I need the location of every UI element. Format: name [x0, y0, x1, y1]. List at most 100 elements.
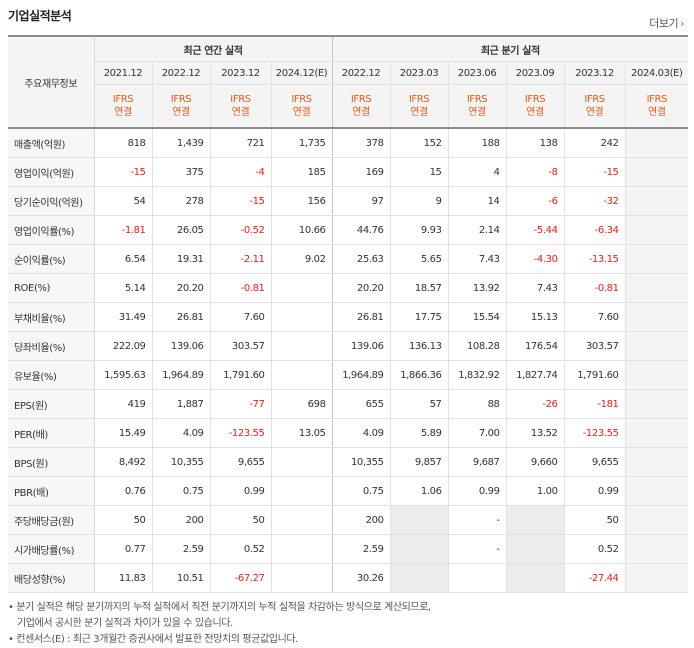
- table-cell: 44.76: [331, 215, 391, 245]
- table-cell: [624, 360, 689, 390]
- table-cell: 1,791.60: [209, 360, 271, 390]
- table-cell: 2.59: [151, 534, 210, 564]
- row-label: 영업이익(억원): [8, 157, 95, 187]
- table-cell: [624, 273, 689, 303]
- table-cell: [624, 563, 689, 593]
- table-cell: 222.09: [93, 331, 152, 361]
- table-row: 당좌비율(%) 222.09 139.06 303.57 139.06 136.13 108…: [8, 331, 689, 361]
- row-label: ROE(%): [8, 273, 95, 303]
- basis-ifrs: IFRS: [524, 94, 546, 105]
- footnote-1: • 분기 실적은 해당 분기까지의 누적 실적에서 직전 분기까지의 누적 실적…: [8, 602, 431, 613]
- basis-ifrs: IFRS: [291, 94, 312, 105]
- table-cell: 200: [331, 505, 391, 535]
- table-cell: 20.20: [151, 273, 210, 303]
- row-label: 부채비율(%): [8, 302, 95, 332]
- table-cell: 9,655: [209, 447, 271, 477]
- table-cell: 31.49: [93, 302, 152, 332]
- table-row: 배당성향(%) 11.83 10.51 -67.27 30.26 -27.44: [8, 563, 689, 593]
- table-cell: 10.66: [270, 215, 333, 245]
- table-cell: -13.15: [563, 244, 626, 274]
- table-cell: [270, 331, 333, 361]
- table-cell: 13.05: [270, 418, 333, 448]
- basis-ifrs: IFRS: [466, 94, 488, 105]
- table-cell: [624, 505, 689, 535]
- table-cell: 25.63: [331, 244, 391, 274]
- table-cell: 14: [447, 186, 507, 216]
- more-link[interactable]: 더보기 ›: [649, 15, 684, 31]
- table-cell: 8,492: [93, 447, 152, 477]
- table-cell: 200: [151, 505, 210, 535]
- row-label: PER(배): [8, 418, 95, 448]
- table-cell: 169: [331, 157, 391, 187]
- basis-header: IFRS 연결: [389, 84, 449, 129]
- table-cell: [624, 447, 689, 477]
- table-cell: 13.92: [447, 273, 507, 303]
- table-cell: [270, 273, 333, 303]
- table-cell: 18.57: [389, 273, 449, 303]
- period-header: 2022.12: [331, 61, 391, 85]
- table-cell: 655: [331, 389, 391, 419]
- table-cell: 9,687: [447, 447, 507, 477]
- basis-header: IFRS 연결: [505, 84, 565, 129]
- table-cell: 10,355: [331, 447, 391, 477]
- table-cell: 108.28: [447, 331, 507, 361]
- table-cell: 188: [447, 127, 507, 158]
- table-cell: [505, 505, 565, 535]
- table-cell: 20.20: [331, 273, 391, 303]
- footnotes: • 분기 실적은 해당 분기까지의 누적 실적에서 직전 분기까지의 누적 실적…: [8, 600, 431, 648]
- table-cell: -123.55: [209, 418, 271, 448]
- table-cell: 0.75: [331, 476, 391, 506]
- table-cell: [624, 389, 689, 419]
- table-row: PBR(배) 0.76 0.75 0.99 0.75 1.06 0.99 1.00 0.99: [8, 476, 689, 506]
- table-row: 매출액(억원) 818 1,439 721 1,735 378 152 188 138 242: [8, 127, 689, 158]
- table-cell: 419: [93, 389, 152, 419]
- quarterly-group-header: 최근 분기 실적: [331, 35, 689, 62]
- table-cell: 0.52: [209, 534, 271, 564]
- table-cell: -67.27: [209, 563, 271, 593]
- table-cell: 818: [93, 127, 152, 158]
- table-cell: -: [447, 534, 507, 564]
- table-cell: 378: [331, 127, 391, 158]
- table-cell: 9: [389, 186, 449, 216]
- row-label: BPS(원): [8, 447, 95, 477]
- table-cell: 7.00: [447, 418, 507, 448]
- table-cell: 1,735: [270, 127, 333, 158]
- table-cell: 156: [270, 186, 333, 216]
- row-label: 배당성향(%): [8, 563, 95, 593]
- more-link-label: 더보기: [649, 17, 679, 30]
- table-cell: 88: [447, 389, 507, 419]
- corner-label: 주요재무정보: [8, 35, 95, 129]
- table-row: EPS(원) 419 1,887 -77 698 655 57 88 -26 -181: [8, 389, 689, 419]
- table-cell: [624, 127, 689, 158]
- row-label: 당기순이익(억원): [8, 186, 95, 216]
- table-cell: 30.26: [331, 563, 391, 593]
- period-header: 2024.12(E): [270, 61, 333, 85]
- table-cell: [270, 563, 333, 593]
- table-row: BPS(원) 8,492 10,355 9,655 10,355 9,857 9,687 9,…: [8, 447, 689, 477]
- basis-ifrs: IFRS: [584, 94, 605, 105]
- table-cell: 9.02: [270, 244, 333, 274]
- table-cell: -6.34: [563, 215, 626, 245]
- table-cell: [505, 534, 565, 564]
- table-cell: 303.57: [563, 331, 626, 361]
- table-cell: 50: [209, 505, 271, 535]
- table-cell: 15: [389, 157, 449, 187]
- table-cell: 1,887: [151, 389, 210, 419]
- table-row: 유보율(%) 1,595.63 1,964.89 1,791.60 1,964.89 1,…: [8, 360, 689, 390]
- table-row: 순이익률(%) 6.54 19.31 -2.11 9.02 25.63 5.65 7.43 -4…: [8, 244, 689, 274]
- table-row: PER(배) 15.49 4.09 -123.55 13.05 4.09 5.89 7.00 1…: [8, 418, 689, 448]
- basis-consolidated: 연결: [526, 107, 544, 118]
- table-cell: 4.09: [331, 418, 391, 448]
- table-cell: 136.13: [389, 331, 449, 361]
- table-cell: 26.05: [151, 215, 210, 245]
- table-cell: [624, 186, 689, 216]
- table-row: ROE(%) 5.14 20.20 -0.81 20.20 18.57 13.92 7.43-…: [8, 273, 689, 303]
- table-cell: 1,827.74: [505, 360, 565, 390]
- basis-ifrs: IFRS: [646, 94, 668, 105]
- table-cell: -15: [563, 157, 626, 187]
- table-cell: [624, 244, 689, 274]
- table-row: 부채비율(%) 31.49 26.81 7.60 26.81 17.75 15.54 15.1…: [8, 302, 689, 332]
- table-cell: 1,964.89: [331, 360, 391, 390]
- table-cell: [624, 534, 689, 564]
- table-cell: 0.75: [151, 476, 210, 506]
